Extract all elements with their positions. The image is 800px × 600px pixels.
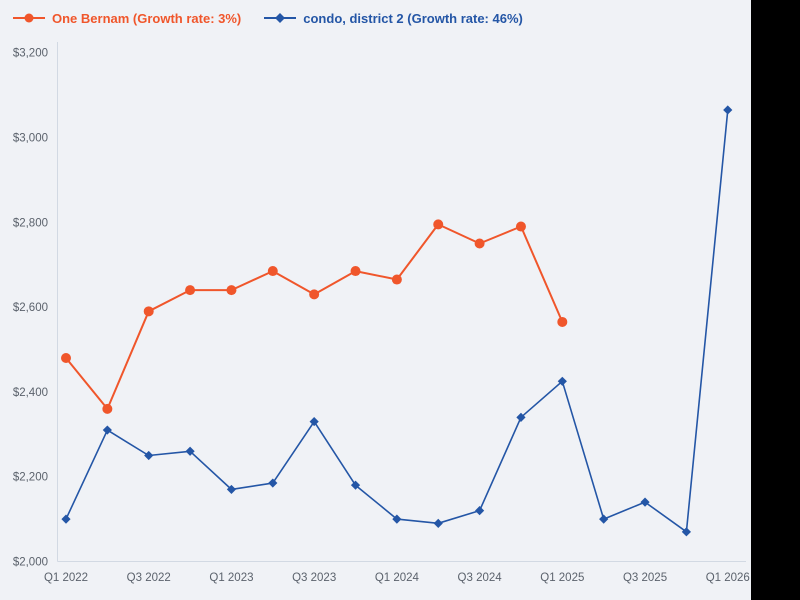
data-point[interactable] xyxy=(226,484,237,495)
line-chart-canvas[interactable]: $2,000 $2,200 $2,400 $2,600 $2,800 $3,000 $3,2… xyxy=(0,0,751,600)
data-point[interactable] xyxy=(309,416,319,427)
y-axis-tick-label: $3,200 xyxy=(13,48,48,60)
data-point[interactable] xyxy=(433,219,444,230)
data-point[interactable] xyxy=(268,478,278,488)
screen-edge-black-strip xyxy=(751,0,800,600)
line-circle-marker-icon xyxy=(13,13,45,23)
x-axis-tick-label: Q3 2023 xyxy=(292,572,336,584)
y-axis-tick-label: $3,000 xyxy=(13,133,48,145)
x-axis-tick-label: Q1 2022 xyxy=(44,572,88,584)
x-axis-tick-label: Q1 2026 xyxy=(706,572,750,584)
x-axis-tick-label: Q1 2025 xyxy=(540,572,584,584)
data-point[interactable] xyxy=(515,221,526,232)
data-point[interactable] xyxy=(350,480,361,490)
legend-label-one-bernam: One Bernam (Growth rate: 3%) xyxy=(52,10,242,26)
data-point[interactable] xyxy=(144,450,154,461)
x-axis-tick-label: Q1 2023 xyxy=(209,572,253,584)
data-point[interactable] xyxy=(61,514,71,524)
data-point[interactable] xyxy=(350,266,361,277)
y-axis-tick-label: $2,800 xyxy=(13,217,48,229)
data-point[interactable] xyxy=(226,285,237,296)
data-point[interactable] xyxy=(61,352,71,363)
data-point[interactable] xyxy=(723,105,733,115)
x-axis-tick-label: Q1 2024 xyxy=(375,572,420,584)
data-point[interactable] xyxy=(309,289,320,300)
data-point[interactable] xyxy=(433,518,443,528)
legend-item-one-bernam[interactable]: One Bernam (Growth rate: 3%) xyxy=(12,11,241,26)
x-axis-tick-label: Q3 2024 xyxy=(458,572,503,584)
y-axis-tick-label: $2,400 xyxy=(13,387,48,399)
data-point[interactable] xyxy=(640,497,650,507)
series-line-1 xyxy=(65,109,729,533)
data-point[interactable] xyxy=(267,266,278,277)
data-point[interactable] xyxy=(681,527,691,537)
x-axis-tick-label: Q3 2025 xyxy=(623,572,667,584)
y-axis-tick-label: $2,000 xyxy=(13,557,48,569)
data-point[interactable] xyxy=(557,376,567,386)
data-point[interactable] xyxy=(102,425,112,435)
legend-item-condo-district-2[interactable]: condo, district 2 (Growth rate: 46%) xyxy=(263,11,523,26)
data-point[interactable] xyxy=(185,285,196,296)
data-point[interactable] xyxy=(516,412,526,422)
data-point[interactable] xyxy=(599,514,609,524)
data-point[interactable] xyxy=(475,506,485,516)
y-axis-tick-label: $2,200 xyxy=(13,472,48,484)
data-point[interactable] xyxy=(102,403,113,414)
legend-label-condo-district-2: condo, district 2 (Growth rate: 46%) xyxy=(303,10,523,26)
data-point[interactable] xyxy=(185,446,195,456)
series-line-0 xyxy=(65,223,564,410)
line-diamond-marker-icon xyxy=(264,13,297,23)
data-point[interactable] xyxy=(392,514,402,524)
data-point[interactable] xyxy=(474,238,485,249)
data-point[interactable] xyxy=(391,274,402,285)
data-point[interactable] xyxy=(143,306,154,317)
data-point[interactable] xyxy=(557,316,568,327)
x-axis-tick-label: Q3 2022 xyxy=(127,572,171,584)
y-axis-tick-label: $2,600 xyxy=(13,302,48,314)
chart-legend: One Bernam (Growth rate: 3%) condo, dist… xyxy=(12,8,523,28)
